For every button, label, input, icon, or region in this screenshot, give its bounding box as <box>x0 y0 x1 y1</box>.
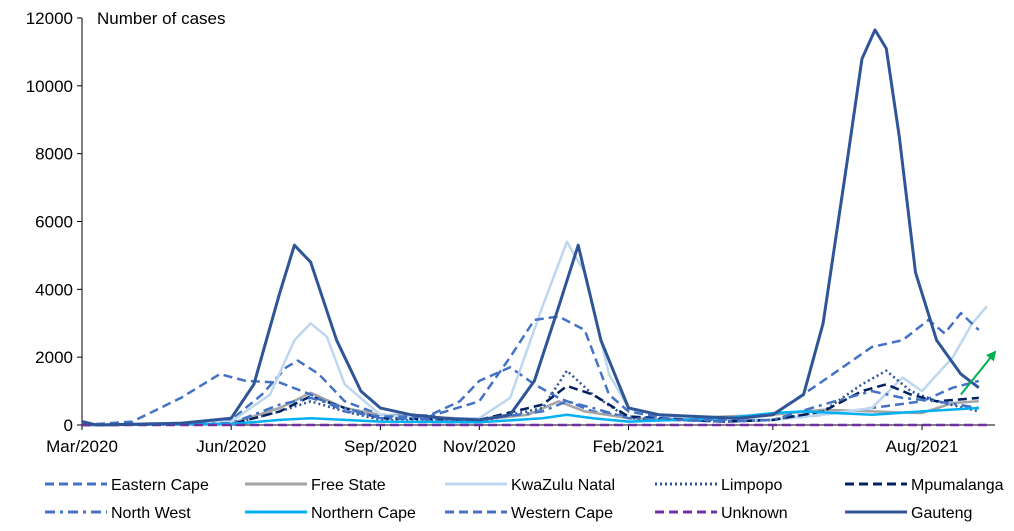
annotation-layer <box>960 350 997 396</box>
legend-item-western-cape: Western Cape <box>445 505 613 522</box>
legend-item-mpumalanga: Mpumalanga <box>845 477 1004 494</box>
legend-label: Northern Cape <box>311 505 416 522</box>
series-layer <box>81 28 988 427</box>
y-tick-label: 4000 <box>35 280 73 299</box>
legend-label: Western Cape <box>511 505 613 522</box>
legend-label: Mpumalanga <box>911 477 1004 494</box>
x-tick-label: Feb/2021 <box>593 437 665 456</box>
x-tick-label: Jun/2020 <box>196 437 266 456</box>
x-tick-label: May/2021 <box>735 437 810 456</box>
series-line-eastern-cape <box>81 359 980 427</box>
legend-item-northern-cape: Northern Cape <box>245 505 416 522</box>
series-line-north-west <box>81 389 979 427</box>
legend-label: Gauteng <box>911 505 972 522</box>
legend-item-free-state: Free State <box>245 477 386 494</box>
series-line-kwazulu-natal <box>81 240 988 427</box>
legend-label: Eastern Cape <box>111 477 209 494</box>
y-tick-label: 12000 <box>26 9 73 28</box>
legend-label: Limpopo <box>721 477 782 494</box>
legend-item-limpopo: Limpopo <box>655 477 782 494</box>
y-tick-label: 10000 <box>26 77 73 96</box>
legend-item-eastern-cape: Eastern Cape <box>45 477 209 494</box>
legend: Eastern Cape Free State KwaZulu Natal Limpo… <box>45 477 1004 522</box>
legend-label: KwaZulu Natal <box>511 477 615 494</box>
legend-item-unknown: Unknown <box>655 505 788 522</box>
y-tick-label: 8000 <box>35 145 73 164</box>
series-line-limpopo <box>81 369 980 427</box>
legend-item-kwazulu-natal: KwaZulu Natal <box>445 477 615 494</box>
axes-layer: 0 2000 4000 6000 8000 10000 12000 Mar/2020 Jun/2… <box>26 9 995 456</box>
series-line-gauteng <box>81 28 980 427</box>
x-tick-label: Mar/2020 <box>46 437 118 456</box>
series-line-western-cape <box>81 311 980 427</box>
legend-label: Unknown <box>721 505 788 522</box>
x-tick-label: Nov/2020 <box>443 437 516 456</box>
y-axis-label: Number of cases <box>97 9 226 28</box>
y-tick-label: 0 <box>64 416 73 435</box>
legend-label: Free State <box>311 477 386 494</box>
series-line-northern-cape <box>81 406 979 427</box>
legend-label: North West <box>111 505 191 522</box>
y-tick-label: 2000 <box>35 348 73 367</box>
y-tick-label: 6000 <box>35 213 73 232</box>
trend-arrow <box>960 350 997 396</box>
legend-item-gauteng: Gauteng <box>845 505 972 522</box>
legend-item-north-west: North West <box>45 505 191 522</box>
x-tick-label: Sep/2020 <box>344 437 417 456</box>
x-tick-label: Aug/2021 <box>886 437 959 456</box>
series-line-free-state <box>81 391 979 427</box>
